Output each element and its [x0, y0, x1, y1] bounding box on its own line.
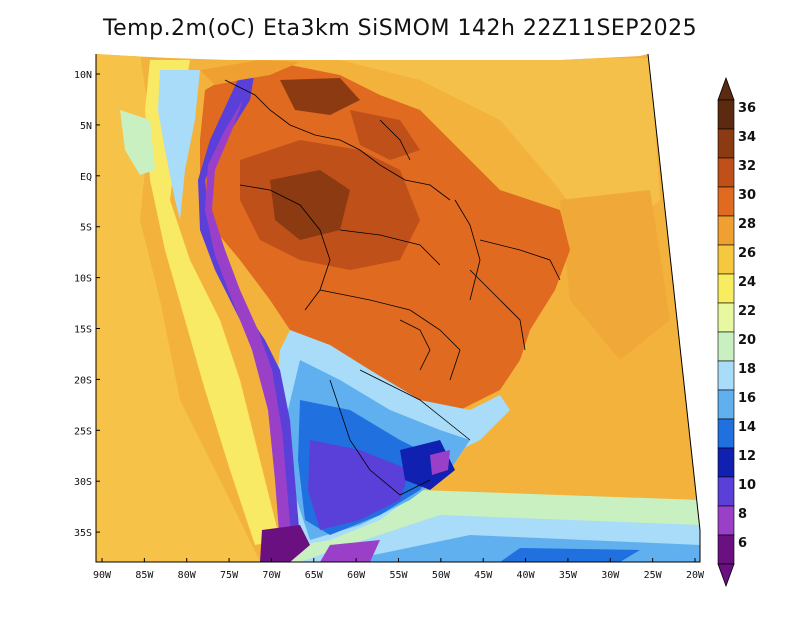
colorbar: 36 34 32 30 28 26 24 22 20 18 16 14 12 10 8 6: [717, 76, 756, 588]
lon-tick-label: 50W: [432, 570, 451, 581]
colorbar-bottom-arrow: [717, 563, 735, 588]
lat-tick-label: 5N: [80, 121, 92, 132]
lon-tick-label: 70W: [262, 570, 281, 581]
lat-tick-label: 25S: [74, 426, 92, 437]
lon-tick-label: 30W: [601, 570, 620, 581]
lon-tick-label: 85W: [135, 570, 154, 581]
colorbar-label: 26: [738, 246, 756, 261]
colorbar-label: 24: [738, 275, 756, 290]
colorbar-label: 36: [738, 101, 756, 116]
colorbar-label: 18: [738, 362, 756, 377]
map-title: Temp.2m(oC) Eta3km SiSMOM 142h 22Z11SEP2…: [102, 16, 698, 41]
colorbar-segment: [717, 331, 735, 362]
lon-tick-label: 25W: [644, 570, 663, 581]
colorbar-segment: [717, 99, 735, 130]
colorbar-label: 34: [738, 130, 756, 145]
longitude-axis: 90W 85W 80W 75W 70W 65W 60W 55W 50W 45W 40W 35W 30W 2…: [93, 558, 705, 581]
colorbar-segment: [717, 418, 735, 449]
lat-tick-label: 15S: [74, 325, 92, 336]
lon-tick-label: 40W: [517, 570, 536, 581]
colorbar-top-arrow: [717, 76, 735, 101]
colorbar-segment: [717, 476, 735, 507]
lon-tick-label: 55W: [389, 570, 408, 581]
colorbar-label: 14: [738, 420, 756, 435]
colorbar-label: 16: [738, 391, 756, 406]
colorbar-segment: [717, 505, 735, 536]
colorbar-segment: [717, 447, 735, 478]
lon-tick-label: 75W: [220, 570, 239, 581]
colorbar-segment: [717, 302, 735, 333]
lat-tick-label: 20S: [74, 375, 92, 386]
lon-tick-label: 35W: [559, 570, 578, 581]
political-borders: [224, 79, 561, 496]
lon-tick-label: 45W: [474, 570, 493, 581]
lon-tick-label: 90W: [93, 570, 112, 581]
colorbar-segment: [717, 389, 735, 420]
colorbar-label: 30: [738, 188, 756, 203]
colorbar-label: 32: [738, 159, 756, 174]
colorbar-segment: [717, 186, 735, 217]
latitude-axis: 10N 5N EQ 5S 10S 15S 20S 25S 30S 35S: [74, 70, 100, 539]
colorbar-segment: [717, 534, 735, 565]
colorbar-segment: [717, 128, 735, 159]
lat-tick-label: 30S: [74, 477, 92, 488]
lat-tick-label: 10S: [74, 274, 92, 285]
colorbar-segment: [717, 157, 735, 188]
colorbar-segment: [717, 244, 735, 275]
colorbar-segment: [717, 273, 735, 304]
lat-tick-label: 10N: [74, 70, 92, 81]
lon-tick-label: 80W: [178, 570, 197, 581]
lat-tick-label: EQ: [80, 172, 92, 183]
colorbar-label: 8: [738, 507, 747, 522]
lat-tick-label: 5S: [80, 223, 92, 234]
map-frame: [95, 53, 701, 563]
colorbar-label: 12: [738, 449, 756, 464]
lon-tick-label: 65W: [305, 570, 324, 581]
temperature-field: [96, 54, 700, 562]
colorbar-label: 6: [738, 536, 747, 551]
colorbar-segment: [717, 215, 735, 246]
lat-tick-label: 35S: [74, 528, 92, 539]
colorbar-label: 20: [738, 333, 756, 348]
colorbar-label: 10: [738, 478, 756, 493]
colorbar-label: 28: [738, 217, 756, 232]
colorbar-label: 22: [738, 304, 756, 319]
lon-tick-label: 20W: [686, 570, 705, 581]
lon-tick-label: 60W: [347, 570, 366, 581]
colorbar-segment: [717, 360, 735, 391]
